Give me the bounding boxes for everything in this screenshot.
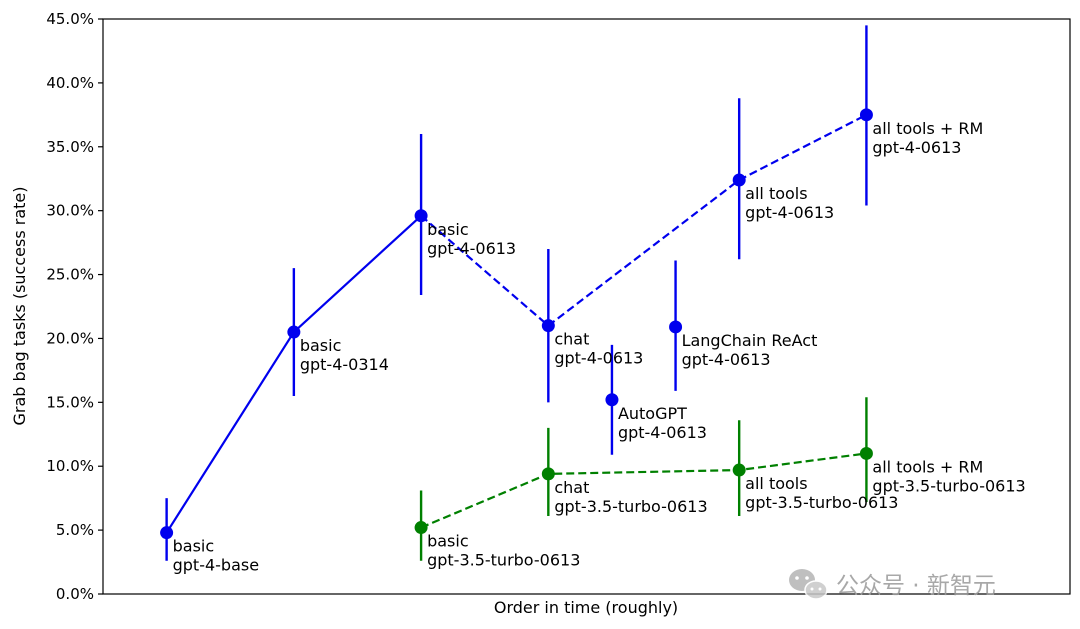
- y-axis-ticks: 0.0% 5.0% 10.0% 15.0% 20.0% 25.0% 30.0% 35.0% 40…: [46, 10, 103, 603]
- point-label-line2: gpt-3.5-turbo-0613: [872, 476, 1025, 495]
- point-label-line1: all tools: [745, 474, 807, 493]
- data-point: [732, 463, 746, 477]
- point-label-line1: all tools: [745, 184, 807, 203]
- data-point: [541, 467, 555, 481]
- y-tick-label: 35.0%: [46, 138, 94, 156]
- point-label: chat gpt-3.5-turbo-0613: [554, 478, 707, 516]
- point-label: basic gpt-4-base: [173, 537, 259, 575]
- x-axis-label: Order in time (roughly): [494, 598, 678, 617]
- point-label: chat gpt-4-0613: [554, 330, 643, 368]
- y-tick-label: 45.0%: [46, 10, 94, 28]
- point-label: all tools + RM gpt-4-0613: [872, 119, 983, 157]
- data-point: [732, 173, 746, 187]
- data-point: [160, 526, 174, 540]
- data-point: [541, 319, 555, 333]
- point-label: all tools + RM gpt-3.5-turbo-0613: [872, 457, 1025, 495]
- point-label-line1: basic: [427, 220, 469, 239]
- point-label-line2: gpt-3.5-turbo-0613: [745, 493, 898, 512]
- y-tick-label: 40.0%: [46, 74, 94, 92]
- data-point: [669, 320, 683, 334]
- data-point: [414, 521, 428, 535]
- data-point: [287, 325, 301, 339]
- point-label-line1: basic: [427, 532, 469, 551]
- point-label-line1: all tools + RM: [872, 119, 983, 138]
- point-label: basic gpt-4-0613: [427, 220, 516, 258]
- y-tick-label: 30.0%: [46, 202, 94, 220]
- wechat-icon: [789, 569, 828, 600]
- y-tick-label: 0.0%: [56, 585, 94, 603]
- data-point: [414, 209, 428, 223]
- y-tick-label: 20.0%: [46, 329, 94, 347]
- point-label: basic gpt-4-0314: [300, 336, 389, 374]
- point-label-line2: gpt-4-0613: [554, 349, 643, 368]
- point-label: LangChain ReAct gpt-4-0613: [682, 331, 818, 369]
- plot-frame: [102, 18, 1071, 595]
- point-label-line1: all tools + RM: [872, 457, 983, 476]
- point-label: all tools gpt-4-0613: [745, 184, 834, 222]
- data-point: [605, 393, 619, 407]
- y-tick-label: 5.0%: [56, 521, 94, 539]
- data-point: [859, 446, 873, 460]
- point-label-line2: gpt-4-0613: [618, 423, 707, 442]
- y-tick-label: 15.0%: [46, 393, 94, 411]
- series-line-gpt-3.5-dashed: [420, 452, 867, 529]
- point-label-line2: gpt-4-0613: [872, 138, 961, 157]
- point-label-line1: LangChain ReAct: [682, 331, 818, 350]
- point-label-line2: gpt-4-base: [173, 556, 259, 575]
- watermark-text: 公众号 · 新智元: [836, 573, 996, 599]
- point-label-line1: AutoGPT: [618, 404, 687, 423]
- point-label-line2: gpt-4-0314: [300, 355, 389, 374]
- watermark: 公众号 · 新智元: [789, 569, 996, 600]
- point-label-line2: gpt-4-0613: [682, 350, 771, 369]
- point-label-line1: basic: [173, 537, 215, 556]
- y-tick-label: 10.0%: [46, 457, 94, 475]
- series-line-gpt-4-dashed: [420, 113, 867, 328]
- point-label-line2: gpt-3.5-turbo-0613: [554, 497, 707, 516]
- data-point: [859, 108, 873, 122]
- point-label-line2: gpt-4-0613: [745, 203, 834, 222]
- point-label-line1: chat: [554, 478, 589, 497]
- point-label: all tools gpt-3.5-turbo-0613: [745, 474, 898, 512]
- point-label: basic gpt-3.5-turbo-0613: [427, 532, 580, 570]
- point-label-line2: gpt-4-0613: [427, 239, 516, 258]
- y-tick-label: 25.0%: [46, 266, 94, 284]
- y-axis-label: Grab bag tasks (success rate): [10, 187, 29, 426]
- point-label: AutoGPT gpt-4-0613: [618, 404, 707, 442]
- point-label-line1: basic: [300, 336, 342, 355]
- point-label-line2: gpt-3.5-turbo-0613: [427, 551, 580, 570]
- point-label-line1: chat: [554, 330, 589, 349]
